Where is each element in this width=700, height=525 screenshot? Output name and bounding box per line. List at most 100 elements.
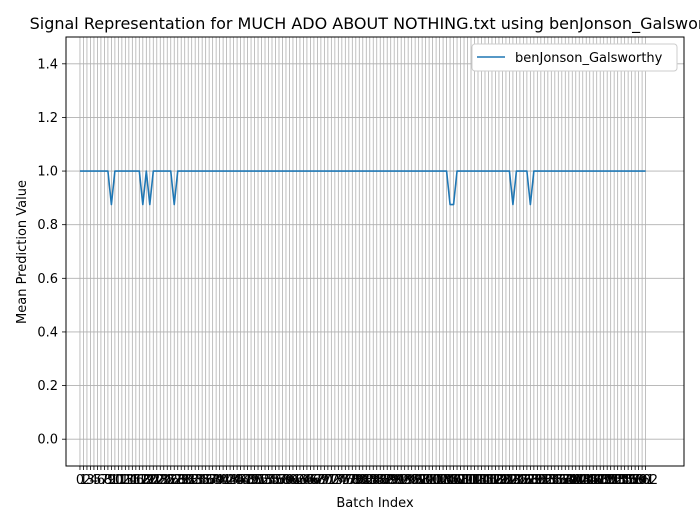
x-tick-label: 78 xyxy=(344,473,361,488)
x-tick-label: 31 xyxy=(180,473,197,488)
x-tick-label: 79 xyxy=(348,473,365,488)
x-tick-label: 50 xyxy=(246,473,263,488)
x-tick-label: 132 xyxy=(528,473,553,488)
x-tick-label: 155 xyxy=(609,473,634,488)
y-axis-label: Mean Prediction Value xyxy=(15,180,30,324)
x-tick-label: 29 xyxy=(173,473,190,488)
x-tick-label: 150 xyxy=(591,473,616,488)
x-tick-label: 140 xyxy=(556,473,581,488)
x-tick-label: 23 xyxy=(152,473,169,488)
x-tick-label: 127 xyxy=(511,473,536,488)
x-tick-label: 18 xyxy=(135,473,152,488)
x-tick-label: 68 xyxy=(309,473,326,488)
x-tick-label: 28 xyxy=(169,473,186,488)
x-tick-label: 138 xyxy=(549,473,574,488)
x-tick-label: 43 xyxy=(222,473,239,488)
x-tick-label: 61 xyxy=(285,473,302,488)
x-tick-label: 107 xyxy=(441,473,466,488)
x-tick-label: 46 xyxy=(232,473,249,488)
x-tick-label: 105 xyxy=(434,473,459,488)
x-tick-label: 162 xyxy=(633,473,658,488)
x-tick-label: 25 xyxy=(159,473,176,488)
x-tick-label: 99 xyxy=(417,473,434,488)
x-tick-label: 45 xyxy=(229,473,246,488)
x-tick-label: 63 xyxy=(292,473,309,488)
x-tick-label: 160 xyxy=(626,473,651,488)
x-tick-label: 158 xyxy=(619,473,644,488)
x-tick-label: 148 xyxy=(584,473,609,488)
x-tick-label: 114 xyxy=(466,473,491,488)
x-tick-label: 128 xyxy=(514,473,539,488)
x-tick-label: 52 xyxy=(253,473,270,488)
x-tick-label: 106 xyxy=(438,473,463,488)
x-tick-label: 19 xyxy=(138,473,155,488)
x-tick-label: 11 xyxy=(110,473,127,488)
x-tick-label: 4 xyxy=(90,473,98,488)
x-tick-label: 141 xyxy=(560,473,585,488)
x-tick-label: 94 xyxy=(400,473,417,488)
x-tick-label: 9 xyxy=(107,473,115,488)
x-tick-label: 86 xyxy=(372,473,389,488)
y-tick-label: 0.8 xyxy=(37,218,58,233)
x-tick-label: 54 xyxy=(260,473,277,488)
x-tick-label: 152 xyxy=(598,473,623,488)
x-tick-label: 55 xyxy=(264,473,281,488)
x-tick-label: 73 xyxy=(327,473,344,488)
x-tick-label: 109 xyxy=(448,473,473,488)
x-tick-label: 85 xyxy=(368,473,385,488)
x-tick-label: 8 xyxy=(104,473,112,488)
y-tick-label: 1.2 xyxy=(37,111,58,126)
x-tick-label: 40 xyxy=(211,473,228,488)
x-tick-label: 143 xyxy=(567,473,592,488)
x-tick-label: 44 xyxy=(225,473,242,488)
x-tick-label: 111 xyxy=(455,473,480,488)
x-tick-label: 130 xyxy=(521,473,546,488)
x-tick-label: 144 xyxy=(570,473,595,488)
x-tick-label: 149 xyxy=(588,473,613,488)
x-tick-label: 47 xyxy=(236,473,253,488)
x-tick-label: 124 xyxy=(501,473,526,488)
x-tick-label: 118 xyxy=(480,473,505,488)
x-tick-label: 37 xyxy=(201,473,218,488)
x-tick-label: 26 xyxy=(162,473,179,488)
x-tick-label: 64 xyxy=(295,473,312,488)
x-tick-label: 42 xyxy=(218,473,235,488)
x-tick-label: 91 xyxy=(389,473,406,488)
x-tick-label: 100 xyxy=(417,473,442,488)
x-tick-label: 139 xyxy=(553,473,578,488)
x-tick-label: 101 xyxy=(420,473,445,488)
x-tick-label: 80 xyxy=(351,473,368,488)
x-tick-label: 58 xyxy=(274,473,291,488)
x-tick-label: 32 xyxy=(183,473,200,488)
x-tick-label: 76 xyxy=(337,473,354,488)
x-tick-label: 27 xyxy=(166,473,183,488)
y-tick-label: 0.4 xyxy=(37,325,58,340)
x-tick-label: 146 xyxy=(577,473,602,488)
x-tick-label: 157 xyxy=(616,473,641,488)
x-tick-label: 5 xyxy=(93,473,101,488)
x-tick-label: 117 xyxy=(476,473,501,488)
x-tick-label: 57 xyxy=(271,473,288,488)
x-tick-label: 103 xyxy=(427,473,452,488)
x-tick-label: 81 xyxy=(355,473,372,488)
x-tick-label: 10 xyxy=(107,473,124,488)
x-tick-label: 120 xyxy=(487,473,512,488)
y-tick-label: 1.0 xyxy=(37,165,58,180)
legend: benJonson_Galsworthy xyxy=(471,43,678,72)
x-tick-label: 66 xyxy=(302,473,319,488)
x-tick-label: 154 xyxy=(605,473,630,488)
x-tick-label: 161 xyxy=(630,473,655,488)
x-tick-label: 49 xyxy=(243,473,260,488)
x-tick-label: 33 xyxy=(187,473,204,488)
x-tick-label: 0 xyxy=(76,473,84,488)
x-tick-label: 131 xyxy=(525,473,550,488)
x-tick-label: 53 xyxy=(257,473,274,488)
x-tick-label: 75 xyxy=(334,473,351,488)
x-tick-label: 116 xyxy=(473,473,498,488)
x-tick-label: 12 xyxy=(114,473,131,488)
x-tick-label: 151 xyxy=(595,473,620,488)
x-tick-label: 92 xyxy=(393,473,410,488)
x-tick-label: 59 xyxy=(278,473,295,488)
x-tick-label: 133 xyxy=(532,473,557,488)
x-tick-label: 113 xyxy=(462,473,487,488)
